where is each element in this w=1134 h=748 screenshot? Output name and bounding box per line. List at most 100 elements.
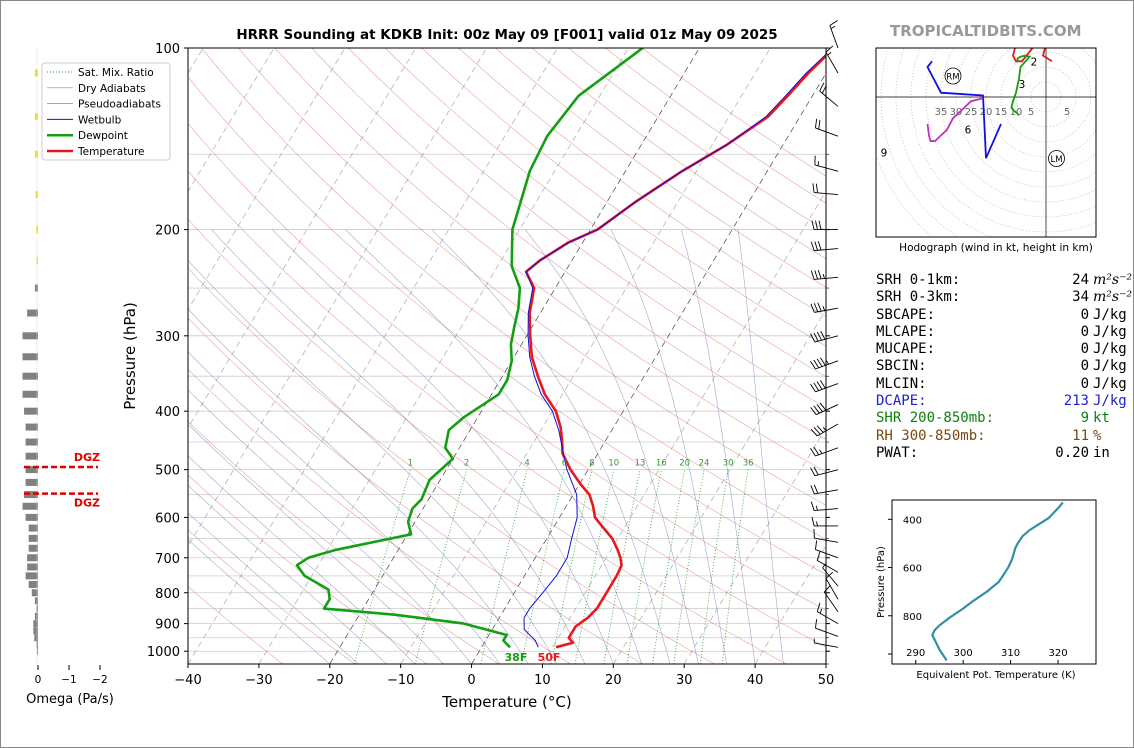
y-tick-label: 200 bbox=[155, 224, 180, 239]
wind-barb-staff bbox=[814, 276, 839, 280]
omega-bar bbox=[25, 438, 38, 446]
omega-bar bbox=[28, 544, 38, 552]
y-tick-label: 700 bbox=[155, 552, 180, 567]
omega-bar bbox=[25, 452, 38, 460]
omega-bar bbox=[25, 423, 38, 431]
y-tick-label: 600 bbox=[155, 511, 180, 526]
wind-barb-flag bbox=[810, 333, 816, 343]
dry-adiabat-line bbox=[188, 267, 715, 664]
dry-adiabat-line bbox=[188, 218, 787, 664]
omega-bar bbox=[34, 150, 38, 158]
stat-label: SHR 200-850mb: bbox=[876, 410, 995, 427]
dry-adiabat-line bbox=[188, 317, 643, 664]
mixing-ratio-line bbox=[414, 469, 467, 664]
pseudoadiabat-line bbox=[345, 229, 642, 664]
stat-label: MLCAPE: bbox=[876, 323, 936, 340]
wind-barb-staff bbox=[825, 578, 839, 600]
y-axis-label: Pressure (hPa) bbox=[121, 302, 139, 410]
wind-barb-staff bbox=[815, 447, 839, 457]
dry-adiabat-line bbox=[188, 76, 826, 575]
pseudoadiabat-line bbox=[524, 229, 699, 664]
y-tick-label: 900 bbox=[155, 618, 180, 633]
mixing-ratio-label: 36 bbox=[743, 459, 754, 469]
dry-adiabat-line bbox=[188, 123, 826, 611]
x-tick-label: −40 bbox=[174, 673, 201, 688]
mixing-ratio-label: 30 bbox=[723, 459, 734, 469]
mixing-ratio-label: 13 bbox=[635, 459, 646, 469]
omega-bar bbox=[34, 597, 38, 605]
wind-barb-flag bbox=[813, 466, 819, 476]
pseudoadiabat-line bbox=[188, 484, 387, 664]
omega-bar bbox=[24, 407, 38, 415]
hodo-caption: Hodograph (wind in kt, height in km) bbox=[899, 242, 1093, 254]
hodo-ring-label: 5 bbox=[1064, 107, 1070, 118]
stats-panel: SRH 0-1km: 24 m²s⁻² SRH 0-3km: 34 m²s⁻² SBCAPE… bbox=[876, 272, 1132, 462]
stat-row: SRH 0-3km: 34 m²s⁻² bbox=[876, 289, 1132, 306]
wind-barb-flag bbox=[829, 20, 838, 26]
wind-barb-flag bbox=[815, 618, 818, 629]
wind-barb-staff bbox=[814, 508, 839, 512]
stat-label: MLCIN: bbox=[876, 375, 927, 392]
pseudoadiabat-line bbox=[272, 229, 614, 664]
stat-value: 0.20 bbox=[1055, 444, 1089, 461]
stat-unit: % bbox=[1093, 427, 1102, 444]
mixing-ratio-label: 8 bbox=[589, 459, 594, 469]
wind-barb-staff bbox=[816, 404, 839, 416]
mixing-ratio-label: 20 bbox=[679, 459, 690, 469]
omega-x-label: Omega (Pa/s) bbox=[26, 692, 114, 707]
x-tick-label: −10 bbox=[387, 673, 414, 688]
stat-value: 9 bbox=[1080, 410, 1089, 427]
hodo-trace bbox=[926, 60, 1002, 159]
mixing-ratio-line bbox=[353, 469, 411, 664]
stat-value: 0 bbox=[1080, 375, 1089, 392]
pseudoadiabat-line bbox=[188, 512, 359, 664]
wind-barb-staff bbox=[816, 611, 839, 625]
wind-barb-flag bbox=[817, 241, 822, 251]
wind-barb-staff bbox=[819, 90, 839, 107]
wind-barb-flag bbox=[810, 447, 816, 457]
hodo-marker-circle bbox=[944, 67, 962, 85]
wind-barb-flag bbox=[810, 360, 816, 370]
series-dewpoint-line bbox=[295, 48, 644, 649]
omega-bar bbox=[22, 332, 38, 340]
wind-barb-flag bbox=[813, 405, 820, 414]
y-tick-label: 1000 bbox=[147, 645, 180, 660]
stat-label: SBCAPE: bbox=[876, 306, 936, 323]
wind-barb-half bbox=[819, 608, 823, 614]
wind-barb-flag bbox=[812, 183, 815, 193]
dry-adiabat-line bbox=[188, 586, 284, 664]
y-tick-label: 400 bbox=[155, 405, 180, 420]
wind-barb-staff bbox=[814, 469, 839, 477]
thetae-y-tick-label: 600 bbox=[903, 564, 922, 575]
hodo-trace bbox=[926, 97, 984, 142]
mixing-ratio-line bbox=[673, 469, 705, 664]
wind-barb-half bbox=[822, 273, 825, 279]
wind-barb-half bbox=[822, 427, 827, 432]
dry-adiabat-line bbox=[188, 368, 571, 664]
thetae-y-tick-label: 800 bbox=[903, 612, 922, 623]
wind-barb-flag bbox=[810, 501, 815, 511]
brand-watermark: TROPICALTIDBITS.COM bbox=[890, 22, 1082, 40]
stat-row: SBCIN: 0 J/kg bbox=[876, 358, 1132, 375]
mixing-ratio-line bbox=[480, 469, 528, 664]
omega-bar bbox=[34, 69, 38, 77]
thetae-x-label: Equivalent Pot. Temperature (K) bbox=[916, 670, 1075, 681]
omega-bar bbox=[34, 634, 38, 642]
mixing-ratio-line bbox=[721, 469, 749, 664]
x-tick-label: 40 bbox=[747, 673, 764, 688]
pseudoadiabat-line bbox=[680, 229, 756, 664]
stat-value: 34 bbox=[1072, 289, 1089, 306]
x-tick-label: 0 bbox=[467, 673, 475, 688]
wind-barb-staff bbox=[814, 642, 839, 648]
hodo-height-label: 9 bbox=[881, 148, 888, 160]
mixing-ratio-label: 16 bbox=[656, 459, 667, 469]
hodo-trace bbox=[1010, 54, 1032, 116]
wind-barb-flag bbox=[810, 383, 816, 393]
pseudoadiabat-line bbox=[188, 308, 529, 664]
thetae-area bbox=[931, 501, 1064, 662]
wind-barb-flag bbox=[815, 118, 818, 128]
dry-adiabat-line bbox=[348, 48, 826, 409]
hodo-marker-circle bbox=[1048, 150, 1065, 167]
omega-bar bbox=[24, 491, 38, 499]
